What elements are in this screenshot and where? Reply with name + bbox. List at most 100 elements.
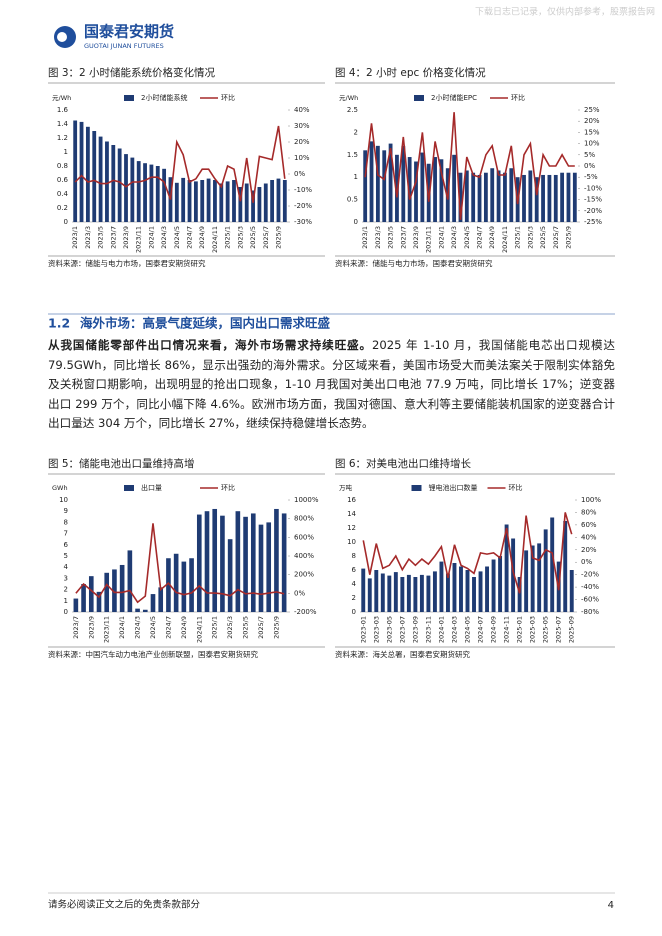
axis-unit: 万吨 [339,483,353,492]
bar [142,609,148,612]
figure-source: 资料来源：储能与电力市场，国泰君安期货研究 [335,258,493,268]
y2-tick-label: 800% [294,515,314,523]
x-tick-label: 2025-07 [555,616,563,643]
bar [367,578,372,612]
bar [472,577,476,612]
x-tick-label: 2023/1 [361,226,369,249]
bar [401,145,406,222]
bar [130,157,135,222]
bar [244,183,249,222]
bar [420,152,425,222]
bar [270,180,275,222]
bar [374,570,379,612]
legend-label: 环比 [221,93,235,102]
line-series [74,125,286,203]
bar [119,564,125,612]
y-tick-label: 1.5 [347,151,358,159]
bar [219,183,224,222]
x-tick-label: 2024/7 [476,226,484,249]
y-tick-label: 7 [64,530,68,538]
paragraph: 从我国储能零部件出口情况来看，海外市场需求持续旺盛。2025 年 1-10 月，… [48,336,615,434]
y-tick-label: 0 [354,218,358,226]
y-tick-label: 14 [347,510,356,518]
x-tick-label: 2023/7 [399,226,407,249]
bar [541,174,545,222]
x-tick-label: 2025/7 [552,226,560,249]
section-title: 海外市场：高景气度延续，国内出口需求旺盛 [80,316,331,331]
x-tick-label: 2024/3 [450,226,458,249]
x-tick-label: 2024/1 [118,616,126,639]
x-tick-label: 2025/7 [262,226,270,249]
bar [361,568,366,612]
bar [439,159,444,222]
x-tick-label: 2023/3 [84,226,92,249]
page-number: 4 [608,900,614,911]
bar [98,136,103,222]
x-tick-label: 2025/1 [224,226,232,249]
bar [522,174,526,222]
x-tick-label: 2023/7 [109,226,117,249]
axis-unit: GWh [52,484,68,492]
legend-label: 2小时储能EPC [431,93,477,102]
legend-label: 2小时储能系统 [141,93,187,102]
y-tick-label: 6 [64,541,69,549]
bar [547,174,552,222]
bar [534,177,539,222]
bar [124,154,128,222]
bar [543,529,548,612]
bar [88,576,94,612]
y-tick-label: 0.4 [57,190,69,198]
axis-unit: 元/Wh [339,94,358,102]
bar [155,166,160,222]
bar [380,573,385,612]
x-tick-label: 2024/5 [149,616,157,639]
y2-tick-label: 60% [581,521,597,529]
y-tick-label: 1 [64,597,68,605]
x-tick-label: 2024/9 [198,226,206,249]
y-tick-label: 8 [64,518,68,526]
bar [111,145,116,222]
y2-tick-label: -5% [584,173,598,181]
y2-tick-label: 0% [584,162,595,170]
y2-tick-label: 40% [581,533,597,541]
bar [263,183,268,222]
bar [112,569,117,612]
y2-tick-label: 5% [584,151,595,159]
y2-tick-label: -200% [294,608,317,616]
y-tick-label: 4 [352,580,357,588]
x-tick-label: 2024-05 [464,616,472,643]
bar [483,172,488,222]
y-tick-label: 1.4 [57,120,69,128]
x-tick-label: 2024/3 [134,616,142,639]
x-tick-label: 2023/3 [374,226,382,249]
bar [96,591,102,612]
legend-label: 锂电池出口数量 [429,483,478,492]
bar [104,572,110,612]
bar [258,524,264,612]
bar [528,170,533,222]
bar [490,168,495,222]
bar [569,570,574,612]
watermark-top: 下载日志已记录，仅供内部参考，股票报告网 [475,6,655,18]
x-tick-label: 2024/1 [147,226,155,249]
y-tick-label: 2.5 [347,106,358,114]
x-tick-label: 2023-03 [372,616,380,643]
logo-icon-inner [57,32,67,42]
y-tick-label: 8 [352,552,356,560]
bar [387,575,392,612]
paragraph-lead: 从我国储能零部件出口情况来看，海外市场需求持续旺盛。 [48,338,372,352]
bar [375,145,380,222]
x-tick-label: 2024/11 [211,226,219,253]
bar [485,566,489,612]
bar [459,566,463,612]
y-tick-label: 2 [352,594,356,602]
bar [135,608,140,612]
y-tick-label: 5 [64,552,68,560]
x-tick-label: 2025/7 [257,616,265,639]
y2-tick-label: 10% [294,154,310,162]
x-tick-label: 2024/3 [160,226,168,249]
bar [537,543,542,612]
bar [452,154,457,222]
x-tick-label: 2024-03 [450,616,458,643]
x-tick-label: 2024/5 [173,226,181,249]
